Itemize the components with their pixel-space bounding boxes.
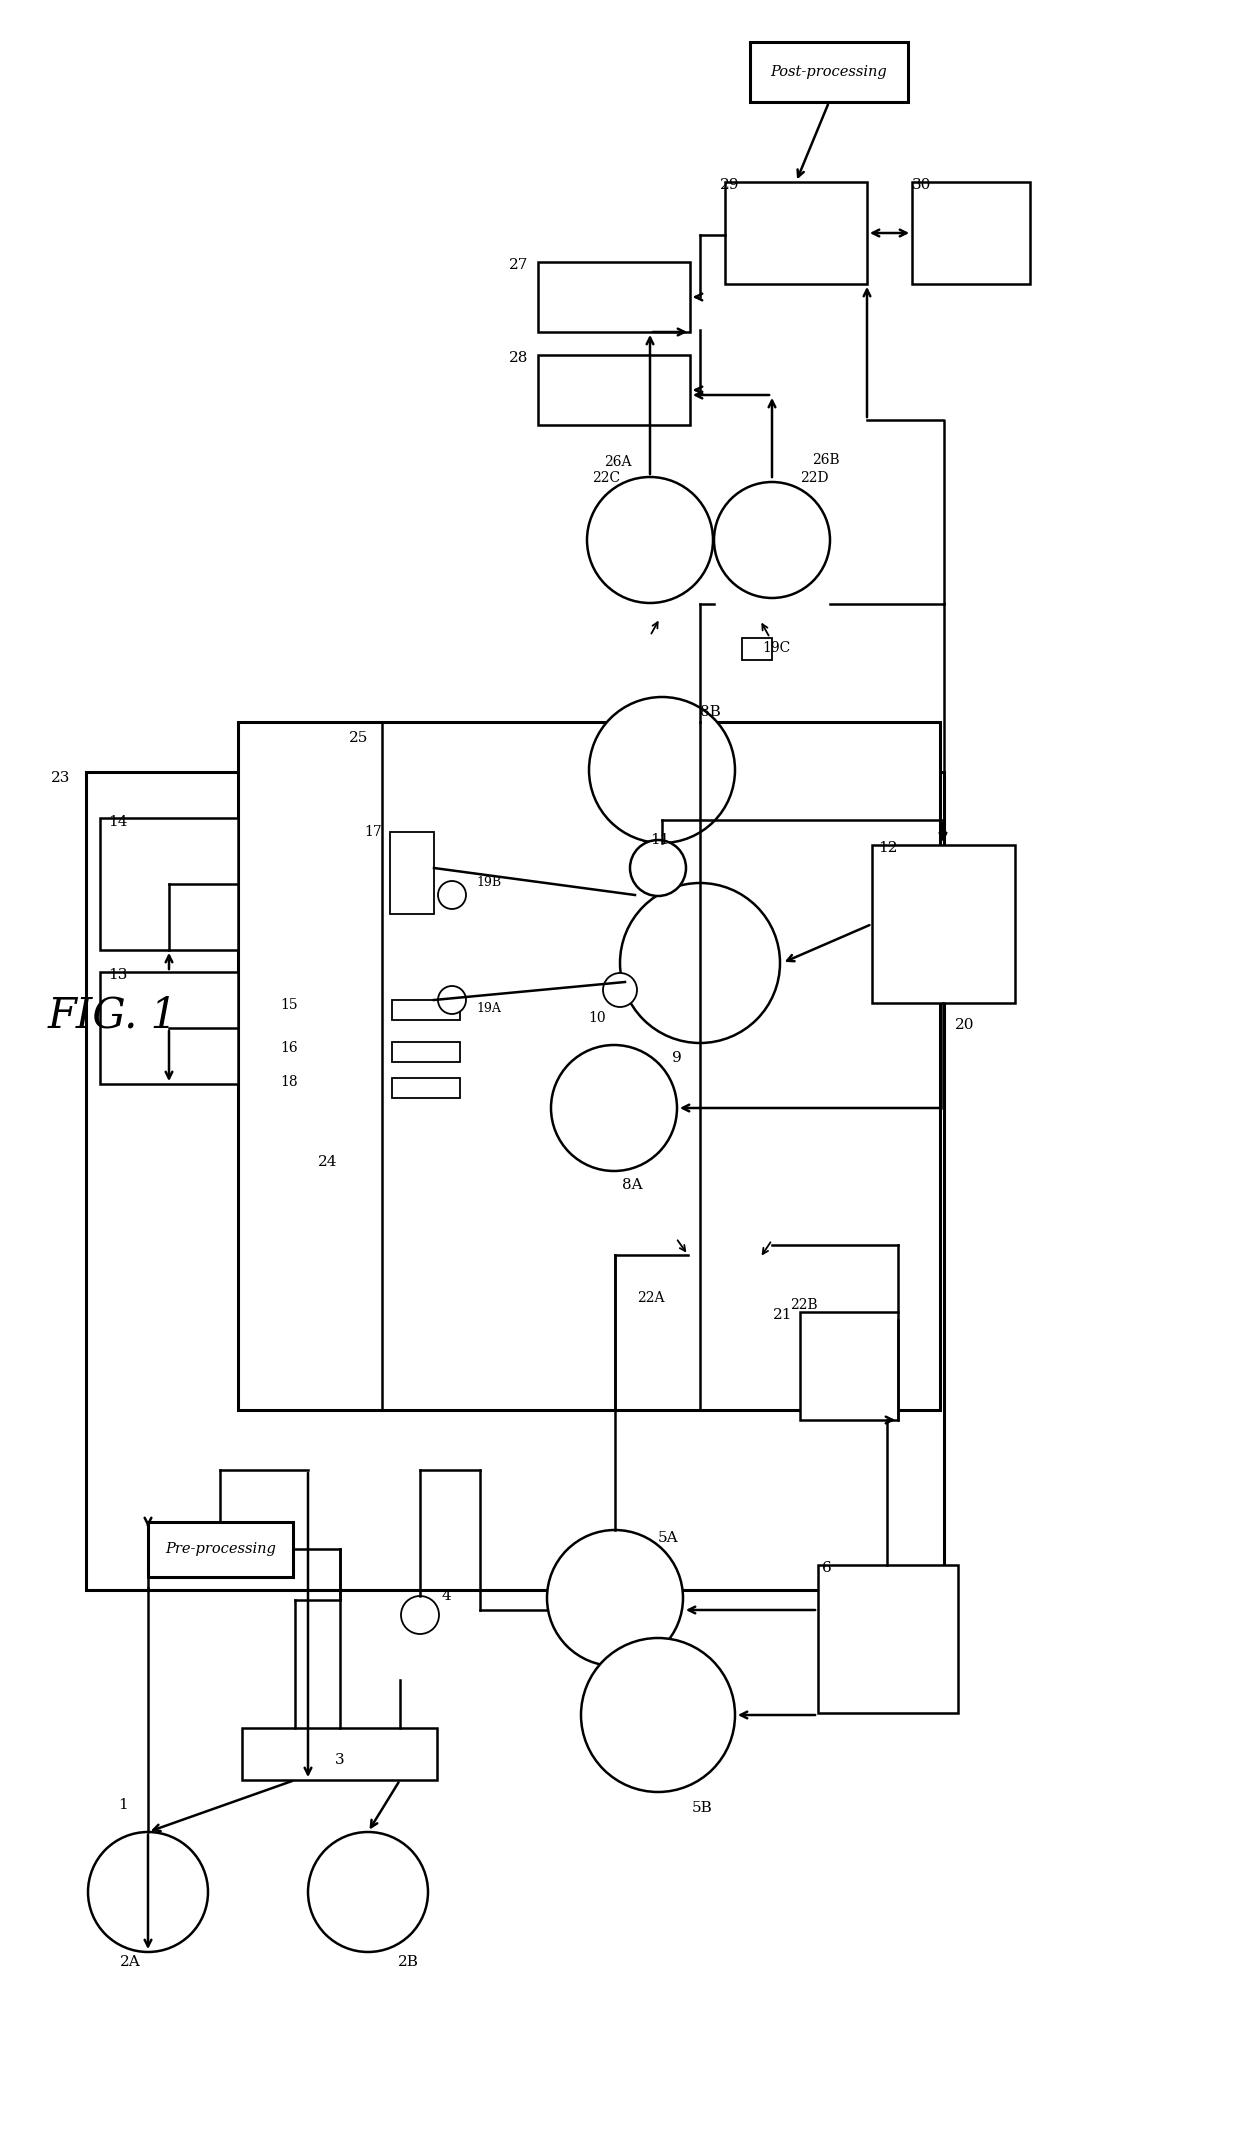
Circle shape	[714, 482, 830, 598]
Bar	[392, 1042, 460, 1061]
Bar	[86, 773, 944, 1590]
Bar	[100, 818, 238, 949]
Bar	[148, 1521, 293, 1577]
Text: 6: 6	[822, 1560, 832, 1575]
Text: 5B: 5B	[692, 1801, 713, 1814]
Text: 8B: 8B	[701, 706, 720, 719]
Text: 18: 18	[280, 1076, 298, 1089]
Text: 4: 4	[441, 1588, 451, 1603]
Bar	[800, 1313, 898, 1420]
Text: 2A: 2A	[120, 1954, 141, 1969]
Text: 11: 11	[650, 833, 670, 848]
Text: 22A: 22A	[637, 1291, 665, 1304]
Circle shape	[401, 1597, 439, 1633]
Circle shape	[603, 973, 637, 1007]
Text: 9: 9	[672, 1050, 682, 1065]
Bar	[742, 637, 773, 661]
Text: 8A: 8A	[622, 1177, 642, 1192]
Bar	[100, 973, 238, 1085]
Text: 5A: 5A	[658, 1530, 678, 1545]
Text: 2B: 2B	[398, 1954, 419, 1969]
Text: Post-processing: Post-processing	[770, 65, 888, 80]
Text: 14: 14	[108, 816, 128, 829]
Circle shape	[88, 1831, 208, 1952]
Text: 10: 10	[588, 1011, 606, 1024]
Bar	[392, 1078, 460, 1098]
Circle shape	[438, 880, 466, 908]
Text: 27: 27	[508, 258, 528, 271]
Circle shape	[308, 1831, 428, 1952]
Text: FIG. 1: FIG. 1	[48, 994, 179, 1035]
Text: 12: 12	[878, 841, 898, 854]
Text: 20: 20	[955, 1018, 975, 1033]
Bar	[818, 1565, 959, 1713]
Bar	[911, 183, 1030, 284]
Text: 22D: 22D	[800, 471, 828, 484]
Text: 25: 25	[348, 732, 368, 745]
Text: 17: 17	[365, 824, 382, 839]
Bar	[538, 355, 689, 424]
Text: 13: 13	[108, 968, 128, 981]
Circle shape	[589, 697, 735, 844]
Text: 3: 3	[335, 1754, 345, 1767]
Bar	[392, 1001, 460, 1020]
Circle shape	[587, 478, 713, 603]
Bar	[238, 723, 940, 1410]
Text: 23: 23	[51, 770, 69, 785]
Text: 26B: 26B	[812, 454, 839, 467]
Circle shape	[582, 1638, 735, 1793]
Circle shape	[630, 839, 686, 895]
Text: 19C: 19C	[763, 641, 790, 654]
Circle shape	[438, 986, 466, 1014]
Text: 28: 28	[508, 351, 528, 366]
Circle shape	[620, 882, 780, 1044]
Text: 16: 16	[280, 1042, 298, 1054]
Text: Pre-processing: Pre-processing	[165, 1543, 277, 1556]
Text: 21: 21	[773, 1308, 792, 1321]
Bar	[872, 846, 1016, 1003]
Text: 26A: 26A	[605, 454, 632, 469]
Bar	[538, 263, 689, 331]
Text: 22C: 22C	[591, 471, 620, 484]
Text: 15: 15	[280, 999, 298, 1011]
Text: 24: 24	[317, 1156, 337, 1169]
Bar	[391, 833, 434, 915]
Bar	[750, 43, 908, 101]
Bar	[242, 1728, 436, 1780]
Text: 22B: 22B	[790, 1298, 817, 1313]
Text: 19A: 19A	[476, 1001, 501, 1014]
Bar	[725, 183, 867, 284]
Text: 29: 29	[720, 179, 739, 192]
Text: 19B: 19B	[476, 876, 501, 889]
Text: 1: 1	[118, 1799, 128, 1812]
Text: 30: 30	[911, 179, 931, 192]
Circle shape	[547, 1530, 683, 1666]
Circle shape	[551, 1046, 677, 1171]
